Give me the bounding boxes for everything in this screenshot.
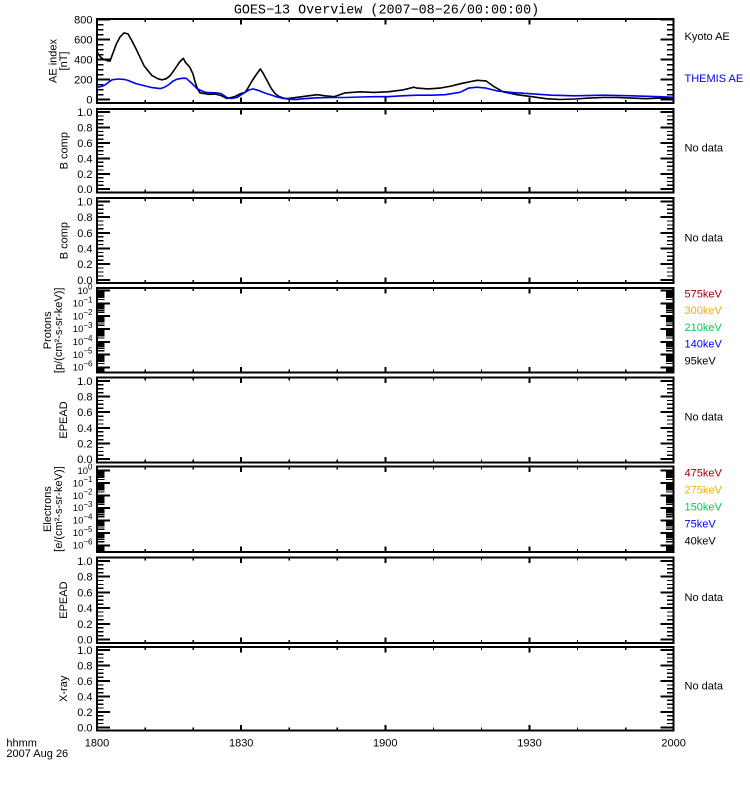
svg-text:EPEAD: EPEAD (58, 401, 70, 438)
svg-text:800: 800 (74, 15, 92, 27)
svg-text:GOES−13 Overview (2007−08−26/0: GOES−13 Overview (2007−08−26/00:00:00) (234, 4, 539, 19)
svg-text:0.4: 0.4 (77, 153, 92, 165)
svg-text:600: 600 (74, 35, 92, 47)
svg-text:0.4: 0.4 (77, 423, 92, 435)
svg-text:150keV: 150keV (685, 502, 723, 514)
svg-text:575keV: 575keV (685, 289, 723, 301)
svg-text:No data: No data (685, 592, 724, 604)
svg-text:0.6: 0.6 (77, 138, 92, 150)
svg-text:0.0: 0.0 (77, 635, 92, 647)
svg-text:[e/(cm²-s-sr-keV)]: [e/(cm²-s-sr-keV)] (53, 466, 65, 552)
svg-text:475keV: 475keV (685, 468, 723, 480)
svg-text:No data: No data (685, 412, 724, 424)
svg-text:0.8: 0.8 (77, 392, 92, 404)
svg-text:0.8: 0.8 (77, 661, 92, 673)
svg-text:1800: 1800 (85, 737, 109, 749)
svg-text:0.6: 0.6 (77, 587, 92, 599)
svg-text:200: 200 (74, 75, 92, 87)
svg-text:210keV: 210keV (685, 322, 723, 334)
svg-text:0.0: 0.0 (77, 454, 92, 466)
svg-text:1.0: 1.0 (77, 556, 92, 568)
svg-text:0.6: 0.6 (77, 676, 92, 688)
svg-text:1.0: 1.0 (77, 376, 92, 388)
svg-text:0: 0 (86, 95, 92, 107)
svg-text:0.8: 0.8 (77, 212, 92, 224)
svg-text:0.2: 0.2 (77, 619, 92, 631)
svg-text:40keV: 40keV (685, 536, 717, 548)
svg-text:0.2: 0.2 (77, 707, 92, 719)
svg-text:1.0: 1.0 (77, 196, 92, 208)
svg-text:B comp: B comp (59, 222, 71, 259)
svg-text:hhmm: hhmm (6, 737, 37, 749)
svg-text:0.0: 0.0 (77, 722, 92, 734)
svg-text:0.2: 0.2 (77, 169, 92, 181)
svg-text:0.6: 0.6 (77, 407, 92, 419)
svg-text:EPEAD: EPEAD (58, 581, 70, 618)
svg-text:1.0: 1.0 (77, 645, 92, 657)
svg-text:THEMIS AE: THEMIS AE (685, 73, 744, 85)
svg-text:0.8: 0.8 (77, 572, 92, 584)
svg-text:Protons: Protons (42, 311, 54, 349)
svg-text:Electrons: Electrons (42, 486, 54, 532)
svg-text:275keV: 275keV (685, 485, 723, 497)
svg-text:[p/(cm²-s-sr-keV)]: [p/(cm²-s-sr-keV)] (53, 288, 65, 374)
svg-text:75keV: 75keV (685, 519, 717, 531)
svg-text:0.2: 0.2 (77, 259, 92, 271)
svg-text:Kyoto AE: Kyoto AE (685, 31, 730, 43)
svg-text:1900: 1900 (373, 737, 397, 749)
svg-text:B comp: B comp (59, 132, 71, 169)
svg-text:2000: 2000 (661, 737, 685, 749)
svg-text:300keV: 300keV (685, 305, 723, 317)
svg-text:0.0: 0.0 (77, 275, 92, 287)
svg-text:400: 400 (74, 55, 92, 67)
svg-text:No data: No data (685, 232, 724, 244)
svg-text:0.0: 0.0 (77, 184, 92, 196)
svg-text:No data: No data (685, 681, 724, 693)
svg-text:[nT]: [nT] (58, 52, 70, 71)
svg-text:AE index: AE index (48, 38, 60, 83)
svg-text:0.8: 0.8 (77, 123, 92, 135)
svg-text:2007 Aug 26: 2007 Aug 26 (6, 748, 68, 760)
svg-text:0.4: 0.4 (77, 243, 92, 255)
svg-text:1830: 1830 (229, 737, 253, 749)
svg-text:0.2: 0.2 (77, 439, 92, 451)
svg-text:140keV: 140keV (685, 339, 723, 351)
svg-text:0.4: 0.4 (77, 692, 92, 704)
svg-text:No data: No data (685, 142, 724, 154)
svg-text:95keV: 95keV (685, 355, 717, 367)
svg-text:1.0: 1.0 (77, 107, 92, 119)
svg-text:0.6: 0.6 (77, 228, 92, 240)
svg-text:1930: 1930 (517, 737, 541, 749)
svg-text:X-ray: X-ray (58, 675, 70, 702)
svg-text:0.4: 0.4 (77, 603, 92, 615)
